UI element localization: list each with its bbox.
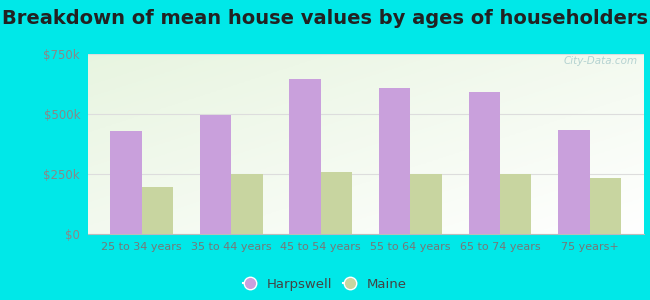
Bar bbox=[590, 178, 621, 234]
Bar bbox=[410, 173, 442, 234]
Bar bbox=[231, 173, 263, 234]
Bar bbox=[142, 187, 173, 234]
Text: City-Data.com: City-Data.com bbox=[564, 56, 638, 66]
Text: Breakdown of mean house values by ages of householders: Breakdown of mean house values by ages o… bbox=[2, 9, 648, 28]
Legend: Harpswell, Maine: Harpswell, Maine bbox=[240, 275, 410, 293]
Bar bbox=[110, 131, 142, 234]
Bar bbox=[289, 79, 321, 234]
Bar bbox=[469, 92, 500, 234]
Bar bbox=[200, 115, 231, 234]
Bar bbox=[558, 130, 590, 234]
Bar bbox=[500, 173, 532, 234]
Bar bbox=[379, 88, 410, 234]
Bar bbox=[321, 172, 352, 234]
